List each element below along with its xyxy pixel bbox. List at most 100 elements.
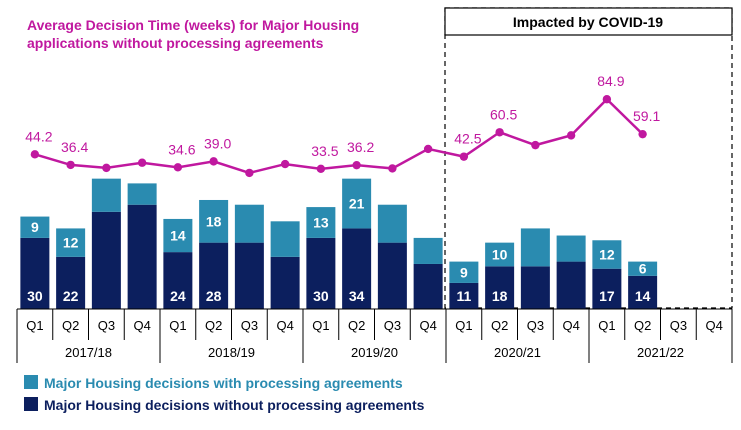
bar-with-agreements (234, 204, 264, 243)
bar-without-agreements (413, 263, 443, 309)
bar-value-label-without: 28 (206, 288, 222, 304)
bar-with-agreements (520, 228, 550, 267)
bar-without-agreements (592, 268, 622, 309)
bar-with-agreements (127, 183, 157, 205)
line-value-label: 44.2 (25, 128, 52, 144)
bar-with-agreements (20, 216, 50, 238)
chart-title-line-2: applications without processing agreemen… (27, 35, 324, 51)
line-point (459, 152, 469, 161)
line-value-label: 39.0 (204, 135, 231, 151)
quarter-tick-label: Q3 (241, 318, 258, 333)
chart-title-line-1: Average Decision Time (weeks) for Major … (27, 17, 359, 33)
quarter-tick-label: Q2 (348, 318, 365, 333)
quarter-tick-label: Q3 (384, 318, 401, 333)
bar-without-agreements (628, 275, 658, 309)
line-value-label: 59.1 (633, 108, 660, 124)
line-point (566, 131, 576, 140)
bar-with-agreements (592, 240, 622, 269)
bar-without-agreements (127, 204, 157, 309)
covid-label-box (444, 7, 733, 36)
line-value-label: 33.5 (311, 143, 338, 159)
bar-with-agreements (306, 207, 336, 238)
line-value-label: 34.6 (168, 141, 195, 157)
bar-value-label-with: 12 (599, 246, 615, 262)
quarter-tick-label: Q4 (705, 318, 722, 333)
bar-with-agreements (449, 261, 479, 283)
bar-value-label-with: 6 (639, 261, 647, 277)
quarter-tick-label: Q4 (133, 318, 150, 333)
year-tick-label: 2021/22 (637, 345, 684, 360)
bar-value-label-with: 9 (31, 219, 39, 235)
line-point (316, 164, 326, 174)
line-average-decision-time (34, 97, 644, 175)
line-point (209, 157, 218, 166)
bar-value-label-without: 18 (492, 288, 508, 304)
bar-value-label-with: 18 (206, 213, 222, 229)
bar-value-label-with: 14 (170, 228, 186, 244)
bar-without-agreements (163, 252, 193, 309)
quarter-tick-label: Q1 (598, 318, 615, 333)
bar-with-agreements (556, 235, 586, 262)
bar-with-agreements (377, 204, 407, 243)
legend-swatch-without-agreements (24, 397, 38, 411)
bar-with-agreements (342, 178, 372, 229)
covid-label: Impacted by COVID-19 (513, 14, 663, 30)
bar-value-label-with: 10 (492, 246, 508, 262)
bar-value-label-without: 22 (63, 288, 79, 304)
quarter-tick-label: Q1 (312, 318, 329, 333)
quarter-tick-label: Q2 (205, 318, 222, 333)
line-point (102, 163, 111, 173)
quarter-tick-label: Q2 (62, 318, 79, 333)
bar-with-agreements (91, 178, 121, 212)
line-point (66, 160, 75, 170)
bar-with-agreements (270, 221, 300, 257)
quarter-tick-label: Q1 (169, 318, 186, 333)
quarter-tick-label: Q1 (26, 318, 43, 333)
bar-without-agreements (306, 237, 336, 309)
line-value-label: 60.5 (490, 106, 517, 122)
bar-value-label-without: 17 (599, 288, 615, 304)
line-point (602, 95, 612, 104)
year-tick-label: 2017/18 (65, 345, 112, 360)
bar-value-label-with: 21 (349, 196, 365, 212)
bar-with-agreements (413, 237, 443, 264)
bar-without-agreements (270, 256, 300, 309)
covid-region (444, 7, 733, 309)
bar-with-agreements (56, 228, 86, 257)
bar-without-agreements (449, 282, 479, 309)
line-point (352, 160, 361, 170)
line-point (388, 164, 397, 173)
quarter-tick-label: Q2 (634, 318, 651, 333)
bar-with-agreements (163, 218, 193, 253)
bar-value-label-without: 30 (27, 288, 43, 304)
bar-without-agreements (234, 242, 264, 309)
quarter-tick-label: Q3 (98, 318, 115, 333)
legend-label-without-agreements: Major Housing decisions without processi… (44, 397, 425, 413)
bar-without-agreements (199, 242, 229, 309)
quarter-tick-label: Q4 (276, 318, 293, 333)
line-point (280, 159, 290, 169)
line-point (638, 129, 647, 139)
bar-without-agreements (485, 266, 515, 309)
bar-without-agreements (342, 228, 372, 309)
line-value-label: 36.4 (61, 139, 88, 155)
quarter-tick-label: Q3 (527, 318, 544, 333)
line-point (173, 163, 183, 172)
line-value-label: 42.5 (454, 131, 481, 147)
bar-without-agreements (520, 266, 550, 309)
line-point (245, 168, 254, 178)
bar-with-agreements (628, 261, 658, 276)
line-value-label: 36.2 (347, 139, 374, 155)
year-tick-label: 2019/20 (351, 345, 398, 360)
bar-value-label-with: 12 (63, 235, 79, 251)
bar-value-label-with: 9 (460, 264, 468, 280)
year-tick-label: 2018/19 (208, 345, 255, 360)
quarter-tick-label: Q1 (455, 318, 472, 333)
bar-value-label-without: 34 (349, 288, 365, 304)
line-point (137, 158, 147, 167)
bar-with-agreements (199, 199, 229, 243)
year-tick-label: 2020/21 (494, 345, 541, 360)
bar-without-agreements (91, 211, 121, 309)
bar-value-label-without: 30 (313, 288, 329, 304)
